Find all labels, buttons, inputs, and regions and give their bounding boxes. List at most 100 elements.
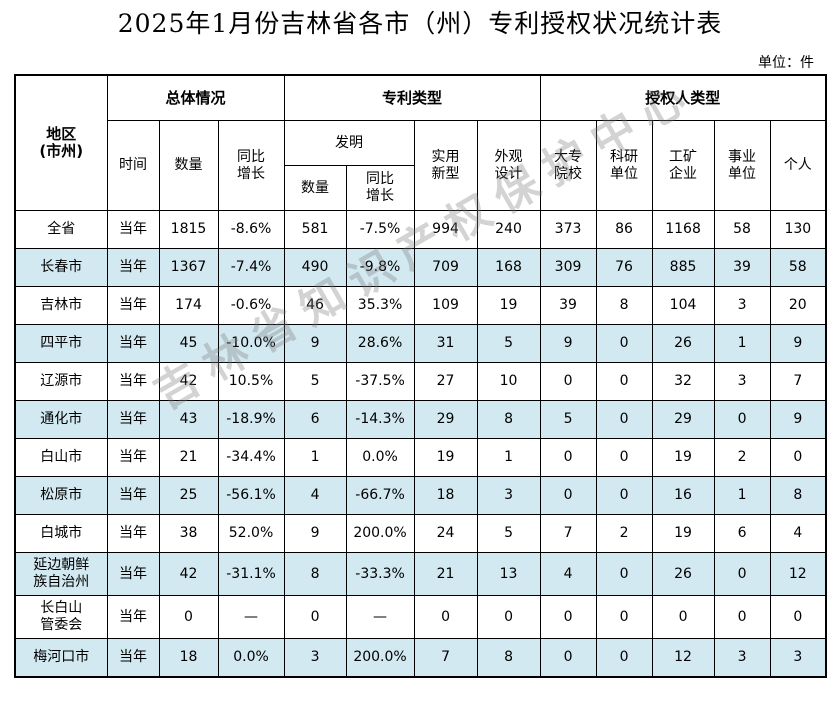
cell-inv_yoy: -9.8% — [346, 249, 414, 287]
cell-inv_yoy: -66.7% — [346, 477, 414, 515]
cell-total: 25 — [159, 477, 218, 515]
cell-inv_yoy: -7.5% — [346, 211, 414, 249]
cell-institution: 0 — [714, 553, 770, 596]
cell-region: 松原市 — [15, 477, 107, 515]
cell-inv: 6 — [284, 401, 346, 439]
cell-region: 梅河口市 — [15, 639, 107, 678]
cell-inv: 581 — [284, 211, 346, 249]
cell-design: 3 — [477, 477, 540, 515]
cell-total: 42 — [159, 363, 218, 401]
cell-yoy: 0.0% — [218, 639, 284, 678]
cell-enterprise: 19 — [652, 439, 714, 477]
cell-univ: 373 — [540, 211, 596, 249]
header-individual: 个人 — [770, 121, 826, 211]
cell-univ: 9 — [540, 325, 596, 363]
cell-inv_yoy: 200.0% — [346, 639, 414, 678]
cell-design: 10 — [477, 363, 540, 401]
cell-institution: 58 — [714, 211, 770, 249]
header-time: 时间 — [107, 121, 159, 211]
cell-time: 当年 — [107, 325, 159, 363]
cell-enterprise: 19 — [652, 515, 714, 553]
cell-individual: 8 — [770, 477, 826, 515]
cell-utility: 27 — [414, 363, 477, 401]
cell-time: 当年 — [107, 439, 159, 477]
cell-individual: 3 — [770, 639, 826, 678]
header-enterprise: 工矿 企业 — [652, 121, 714, 211]
cell-total: 42 — [159, 553, 218, 596]
cell-inv: 8 — [284, 553, 346, 596]
page-title: 2025年1月份吉林省各市（州）专利授权状况统计表 — [0, 4, 840, 40]
cell-inv: 5 — [284, 363, 346, 401]
cell-utility: 21 — [414, 553, 477, 596]
cell-enterprise: 29 — [652, 401, 714, 439]
cell-individual: 0 — [770, 439, 826, 477]
cell-time: 当年 — [107, 211, 159, 249]
cell-inv_yoy: -33.3% — [346, 553, 414, 596]
cell-univ: 0 — [540, 363, 596, 401]
cell-total: 38 — [159, 515, 218, 553]
table-row: 长白山 管委会当年0—0—0000000 — [15, 596, 826, 639]
cell-time: 当年 — [107, 477, 159, 515]
cell-region: 白山市 — [15, 439, 107, 477]
cell-time: 当年 — [107, 287, 159, 325]
cell-design: 5 — [477, 515, 540, 553]
cell-individual: 12 — [770, 553, 826, 596]
cell-inv: 1 — [284, 439, 346, 477]
cell-enterprise: 885 — [652, 249, 714, 287]
cell-region: 长白山 管委会 — [15, 596, 107, 639]
cell-region: 全省 — [15, 211, 107, 249]
cell-region: 白城市 — [15, 515, 107, 553]
cell-inv_yoy: 28.6% — [346, 325, 414, 363]
header-research: 科研 单位 — [596, 121, 652, 211]
cell-time: 当年 — [107, 596, 159, 639]
cell-research: 76 — [596, 249, 652, 287]
cell-yoy: -10.0% — [218, 325, 284, 363]
cell-design: 168 — [477, 249, 540, 287]
table-row: 吉林市当年174-0.6%4635.3%10919398104320 — [15, 287, 826, 325]
cell-enterprise: 26 — [652, 553, 714, 596]
cell-enterprise: 32 — [652, 363, 714, 401]
header-region: 地区 (市州) — [15, 75, 107, 211]
cell-inv: 9 — [284, 325, 346, 363]
cell-institution: 2 — [714, 439, 770, 477]
table-row: 延边朝鲜 族自治州当年42-31.1%8-33.3%21134026012 — [15, 553, 826, 596]
cell-inv_yoy: 35.3% — [346, 287, 414, 325]
cell-inv: 4 — [284, 477, 346, 515]
header-grantee-type: 授权人类型 — [540, 75, 826, 121]
table-row: 松原市当年25-56.1%4-66.7%183001618 — [15, 477, 826, 515]
cell-institution: 39 — [714, 249, 770, 287]
table-row: 辽源市当年4210.5%5-37.5%2710003237 — [15, 363, 826, 401]
header-invention-quantity: 数量 — [284, 166, 346, 211]
cell-institution: 1 — [714, 325, 770, 363]
cell-institution: 6 — [714, 515, 770, 553]
cell-research: 0 — [596, 325, 652, 363]
cell-region: 通化市 — [15, 401, 107, 439]
cell-univ: 5 — [540, 401, 596, 439]
cell-design: 19 — [477, 287, 540, 325]
cell-enterprise: 104 — [652, 287, 714, 325]
header-invention: 发明 — [284, 121, 414, 166]
cell-research: 8 — [596, 287, 652, 325]
cell-inv_yoy: -14.3% — [346, 401, 414, 439]
cell-time: 当年 — [107, 515, 159, 553]
header-institution: 事业 单位 — [714, 121, 770, 211]
header-utility: 实用 新型 — [414, 121, 477, 211]
cell-utility: 7 — [414, 639, 477, 678]
cell-research: 0 — [596, 363, 652, 401]
cell-yoy: 52.0% — [218, 515, 284, 553]
cell-enterprise: 0 — [652, 596, 714, 639]
cell-institution: 3 — [714, 639, 770, 678]
cell-utility: 994 — [414, 211, 477, 249]
cell-enterprise: 1168 — [652, 211, 714, 249]
cell-utility: 31 — [414, 325, 477, 363]
cell-design: 240 — [477, 211, 540, 249]
cell-research: 0 — [596, 553, 652, 596]
cell-research: 0 — [596, 401, 652, 439]
table-row: 全省当年1815-8.6%581-7.5%9942403738611685813… — [15, 211, 826, 249]
cell-total: 1367 — [159, 249, 218, 287]
cell-total: 174 — [159, 287, 218, 325]
cell-region: 长春市 — [15, 249, 107, 287]
cell-univ: 0 — [540, 477, 596, 515]
cell-institution: 3 — [714, 363, 770, 401]
cell-research: 0 — [596, 596, 652, 639]
